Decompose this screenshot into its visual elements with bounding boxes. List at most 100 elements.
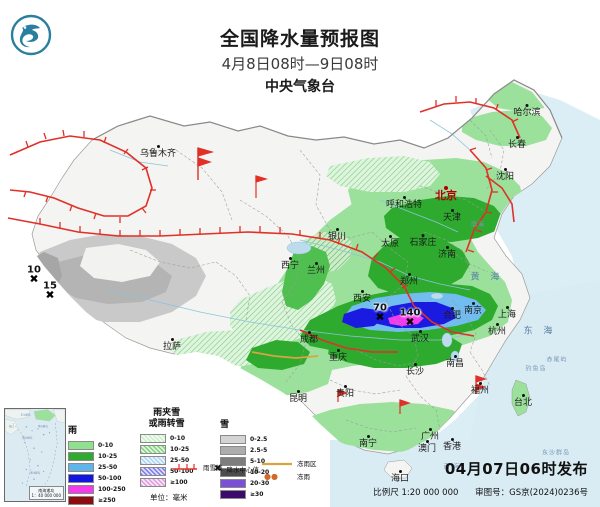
legend-swatch <box>140 455 166 465</box>
legend-range-label: 10-25 <box>98 452 118 460</box>
city-label: 西宁 <box>281 257 299 271</box>
precip-center-x-icon: ✖ <box>45 288 55 302</box>
city-dot-icon <box>450 438 454 441</box>
legend-swatch <box>140 466 166 476</box>
legend-symbol-label-rain-snow-line: 雨雪线 <box>203 464 223 472</box>
city-dot-icon <box>471 302 475 305</box>
city-dot-icon <box>450 307 454 310</box>
city-dot-icon <box>413 363 417 366</box>
city-label: 长沙 <box>406 363 424 377</box>
city-name: 济南 <box>437 250 457 260</box>
legend-swatch <box>140 477 166 487</box>
city-name: 广州 <box>420 432 440 442</box>
rain-snow-line-icon <box>173 463 197 470</box>
legend-swatch <box>220 489 246 499</box>
city-label: 武汉 <box>411 330 429 344</box>
precip-center-x-icon: ✖ <box>375 310 385 324</box>
legend-item: 0-10 <box>68 440 126 450</box>
city-dot-icon <box>495 323 499 326</box>
band-rain-10-25-sc <box>328 330 462 368</box>
city-name: 天津 <box>442 213 462 223</box>
sea-label: 东沙群岛 <box>541 449 571 457</box>
legend-head-snow: 雪 <box>220 420 230 430</box>
legend-item: 100-250 <box>68 484 126 494</box>
city-name: 台北 <box>513 398 533 408</box>
cma-dragon-logo <box>10 14 52 56</box>
svg-text:西沙群岛: 西沙群岛 <box>22 436 33 440</box>
frozen-zone-icon <box>262 462 292 465</box>
legend-swatch <box>68 451 94 461</box>
svg-text:南沙群岛: 南沙群岛 <box>30 470 41 474</box>
city-dot-icon <box>296 390 300 393</box>
city-dot-icon <box>418 330 422 333</box>
city-label: 昆明 <box>289 390 307 404</box>
legend-swatch <box>140 433 166 443</box>
hainan-island <box>383 459 413 479</box>
city-dot-icon <box>314 262 318 265</box>
legend-item: 25-50 <box>68 462 126 472</box>
city-label: 沈阳 <box>496 168 514 182</box>
city-name: 福州 <box>470 386 490 396</box>
city-name: 哈尔滨 <box>513 108 541 118</box>
city-label: 济南 <box>438 246 456 260</box>
legend-symbol-frozen-zone: 冻雨区 <box>262 458 317 468</box>
city-label: 西安 <box>353 290 371 304</box>
city-label: 郑州 <box>400 273 418 287</box>
legend-range-label: 10-25 <box>170 445 190 453</box>
legend-swatch <box>140 444 166 454</box>
legend-symbol-freezing-rain: ●● 冻雨 <box>262 471 317 481</box>
city-label: 长春 <box>508 136 526 150</box>
band-rain-0-10-ne <box>462 110 552 146</box>
legend-item: ≥250 <box>68 495 126 505</box>
taiwan-island <box>511 379 531 417</box>
city-name: 上海 <box>497 310 517 320</box>
precip-center-marker: 15 ✖ <box>43 280 57 302</box>
precip-center-value: 15 <box>43 280 57 292</box>
precip-center-x-icon: ✖ <box>405 315 415 329</box>
band-rain-10-25-tibet-e <box>246 340 310 370</box>
city-label: 成都 <box>300 331 318 345</box>
city-label: 银川 <box>328 228 346 242</box>
city-name: 杭州 <box>487 327 507 337</box>
city-label: 北京 <box>435 186 457 201</box>
city-dot-icon <box>288 257 292 260</box>
city-dot-icon <box>478 382 482 385</box>
legend-swatch <box>220 434 246 444</box>
city-dot-icon <box>450 209 454 212</box>
legend-swatch <box>68 462 94 472</box>
city-dot-icon <box>453 355 457 358</box>
city-label: 南宁 <box>359 435 377 449</box>
legend-range-label: 0-10 <box>170 434 186 442</box>
legend-symbol-label-freezing-rain: 冻雨 <box>297 473 310 481</box>
city-name: 郑州 <box>399 277 419 287</box>
band-sleet-0-10-north <box>326 156 440 192</box>
city-name: 重庆 <box>328 353 348 363</box>
footer-meta: 比例尺 1:20 000 000 审图号：GS京(2024)0236号 <box>359 486 588 498</box>
legend-range-label: 0-10 <box>98 441 114 449</box>
city-label: 香港 <box>443 438 461 452</box>
band-snow-hole <box>80 244 160 282</box>
city-name: 拉萨 <box>162 342 182 352</box>
islands <box>383 379 531 479</box>
sea-label: 南 海 <box>443 463 461 471</box>
legend-symbol-label-frozen-zone: 冻雨区 <box>297 460 317 468</box>
legend-item: 10-25 <box>68 451 126 461</box>
city-label: 太原 <box>381 235 399 249</box>
svg-text:东沙群岛: 东沙群岛 <box>20 412 31 416</box>
city-dot-icon <box>425 440 429 443</box>
city-dot-icon <box>402 196 406 199</box>
south-china-sea-inset: 东沙群岛 中沙群岛 西沙群岛 南沙群岛 海口 南海诸岛 1：40 000 000 <box>4 408 66 502</box>
legend-item: 5-10 <box>220 456 269 466</box>
city-dot-icon <box>428 428 432 431</box>
legend-head-rain: 雨 <box>68 426 78 436</box>
city-label: 南昌 <box>446 355 464 369</box>
legend-range-label: 2.5-5 <box>250 446 268 454</box>
map-scale: 比例尺 1:20 000 000 <box>373 488 459 498</box>
legend-swatch <box>220 478 246 488</box>
svg-text:●●: ●● <box>264 472 278 480</box>
city-name: 西宁 <box>280 261 300 271</box>
city-name: 成都 <box>299 335 319 345</box>
city-dot-icon <box>335 228 339 231</box>
legend-swatch <box>220 467 246 477</box>
